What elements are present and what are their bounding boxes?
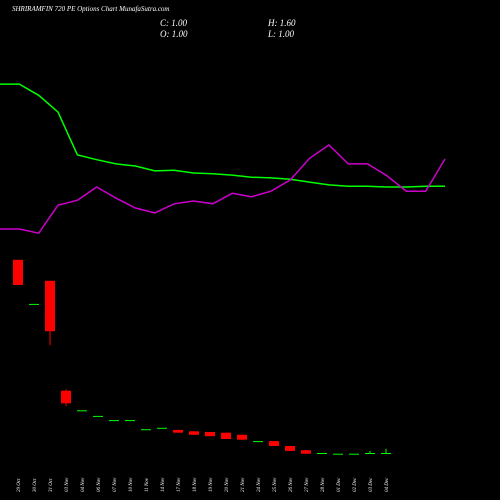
high-label: H: 1.60: [267, 18, 296, 28]
candle-body: [349, 453, 359, 455]
x-tick-label: 20 Nov: [225, 477, 230, 492]
line-series: [0, 144, 446, 235]
x-tick-label: 21 Nov: [241, 477, 246, 492]
candle-body: [45, 280, 55, 332]
candle-body: [141, 429, 151, 431]
x-tick-label: 11 Nov: [145, 477, 150, 492]
open-label: O: 1.00: [160, 29, 188, 39]
close-label: C: 1.00: [160, 18, 188, 28]
candle-body: [317, 453, 327, 454]
candle-body: [157, 427, 167, 429]
low-label: L: 1.00: [267, 29, 295, 39]
x-tick-label: 31 Oct: [49, 478, 54, 492]
x-tick-label: 29 Oct: [17, 478, 22, 492]
x-tick-label: 24 Nov: [257, 477, 262, 492]
x-tick-label: 06 Nov: [97, 477, 102, 492]
x-tick-label: 26 Nov: [289, 477, 294, 492]
x-tick-label: 27 Nov: [305, 477, 310, 492]
candle-body: [221, 432, 231, 439]
candle-body: [365, 453, 375, 454]
candle-body: [301, 450, 311, 454]
x-tick-label: 19 Nov: [209, 477, 214, 492]
chart-title: SHRIRAMFIN 720 PE Options Chart MunafaSu…: [12, 5, 170, 13]
x-tick-label: 03 Nov: [65, 477, 70, 492]
x-tick-label: 18 Nov: [193, 477, 198, 492]
x-tick-label: 03 Dec: [369, 477, 374, 492]
candle-body: [205, 432, 215, 437]
x-tick-label: 17 Nov: [177, 477, 182, 492]
candle-body: [29, 303, 39, 305]
candle-body: [93, 415, 103, 417]
x-tick-label: 30 Oct: [33, 478, 38, 492]
candle-body: [173, 429, 183, 433]
x-tick-label: 14 Nov: [161, 477, 166, 492]
candle-body: [253, 441, 263, 443]
candle-body: [77, 410, 87, 412]
candle-body: [61, 390, 71, 404]
x-tick-label: 04 Nov: [81, 477, 86, 492]
candle-body: [333, 453, 343, 455]
x-tick-label: 28 Nov: [321, 477, 326, 492]
x-tick-label: 01 Dec: [337, 477, 342, 492]
candle-body: [381, 453, 391, 454]
x-tick-label: 10 Nov: [129, 477, 134, 492]
line-series: [0, 83, 445, 188]
x-tick-label: 04 Dec: [385, 477, 390, 492]
candle-body: [13, 259, 23, 285]
candle-body: [189, 431, 199, 435]
x-tick-label: 07 Nov: [113, 477, 118, 492]
candle-body: [109, 420, 119, 422]
candle-body: [269, 441, 279, 446]
x-tick-label: 02 Dec: [353, 477, 358, 492]
x-tick-label: 25 Nov: [273, 477, 278, 492]
candle-body: [285, 446, 295, 451]
candle-body: [237, 434, 247, 440]
candle-body: [125, 420, 135, 422]
